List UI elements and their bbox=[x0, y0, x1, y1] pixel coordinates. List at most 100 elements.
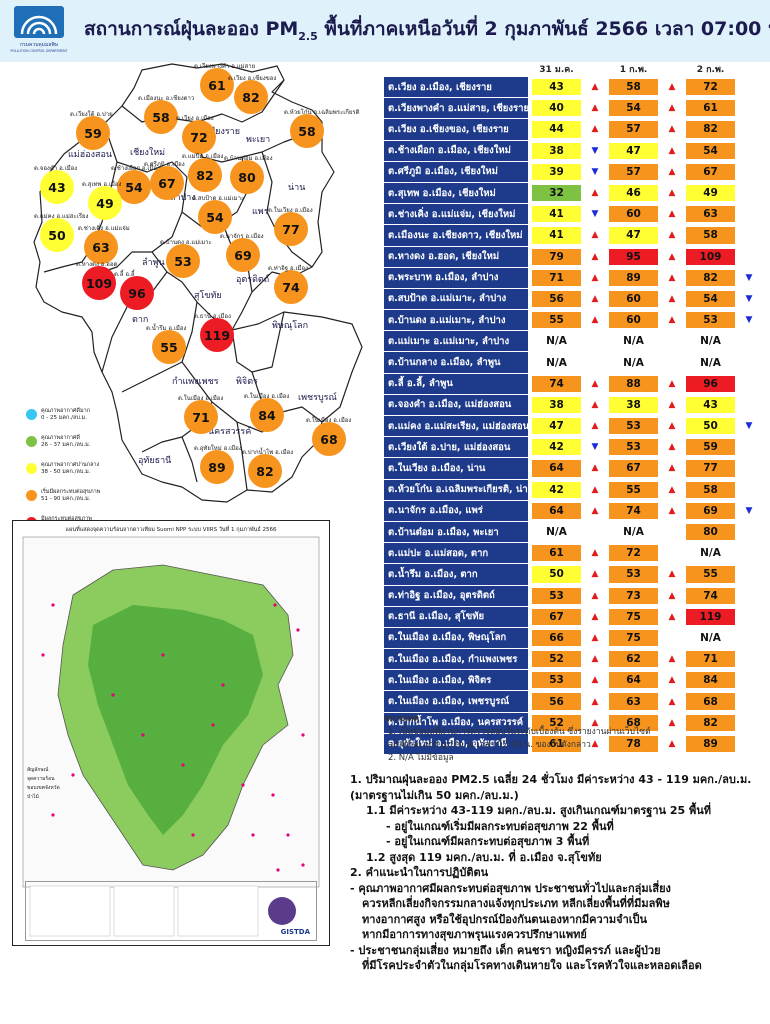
trend-up-icon: ▲ bbox=[591, 675, 599, 686]
table-row: ต.พระบาท อ.เมือง, ลำปาง 71 ▲ 89 ▲ 82 ▼ bbox=[384, 267, 762, 289]
pm25-value-cell: 50 bbox=[532, 566, 581, 583]
summary-line: 1.2 สูงสุด 119 มคก./ลบ.ม. ที่ อ.เมือง จ.… bbox=[366, 850, 602, 864]
pm25-value-cell: 60 bbox=[609, 206, 658, 223]
summary-line: 1.1 มีค่าระหว่าง 43-119 มคก./ลบ.ม. สูงเก… bbox=[366, 804, 712, 817]
trend-up-icon: ▲ bbox=[591, 378, 599, 389]
station-name: ต.เวียงพางคำ อ.แม่สาย, เชียงราย bbox=[384, 98, 529, 119]
pm25-value-cell: 44 bbox=[532, 121, 581, 138]
hotspot-summary-box: GISTDA bbox=[25, 881, 317, 941]
trend-empty bbox=[738, 649, 760, 669]
pm25-value-cell: 53 bbox=[609, 418, 658, 435]
legend-item: คุณภาพอากาศดีมาก 0 - 25 มคก./ลบ.ม. bbox=[26, 408, 144, 422]
trend-up-icon: ▲ bbox=[668, 654, 676, 665]
hotspot-legend-item: ขอบเขตจังหวัด bbox=[27, 785, 60, 791]
trend-down-icon: ▼ bbox=[745, 315, 753, 326]
pm25-bubble: 71 bbox=[184, 400, 218, 434]
trend-up-icon: ▲ bbox=[668, 145, 676, 156]
trend-down-icon: ▼ bbox=[591, 166, 599, 177]
station-name: ต.สบป้าด อ.แม่เมาะ, ลำปาง bbox=[384, 288, 529, 310]
pm25-value-cell: 80 bbox=[686, 523, 735, 541]
trend-up-icon: ▲ bbox=[668, 166, 676, 177]
notes: หมายเหตุ 1. เป็นข้อมูลที่ผ่านการตรวจสอบใ… bbox=[384, 713, 651, 765]
pm25-bubble: 54 bbox=[117, 170, 151, 204]
pm25-value-cell: 56 bbox=[532, 693, 581, 710]
pm25-bubble: 49 bbox=[88, 186, 122, 220]
station-name: ต.ในเมือง อ.เมือง, เพชรบูรณ์ bbox=[384, 691, 529, 712]
legend-label: คุณภาพอากาศปานกลาง 38 - 50 มคก./ลบ.ม. bbox=[41, 462, 100, 475]
station-label: ต.บ้านดง อ.แม่เมาะ bbox=[160, 239, 212, 246]
trend-up-icon: ▲ bbox=[668, 675, 676, 686]
pm25-value-cell: 61 bbox=[686, 100, 735, 117]
trend-empty bbox=[738, 628, 760, 648]
table-row: ต.อุทัยใหม่ อ.เมือง, อุทัยธานี 61 ▲ 78 ▲ 89 bbox=[384, 733, 762, 755]
hotspot-map-title: แผนที่แสดงจุดความร้อนจากดาวเทียม Suomi N… bbox=[65, 527, 277, 533]
trend-up-icon: ▲ bbox=[591, 82, 599, 93]
legend-item: คุณภาพอากาศปานกลาง 38 - 50 มคก./ลบ.ม. bbox=[26, 462, 144, 476]
pm25-value-cell: N/A bbox=[623, 356, 644, 369]
station-label: ต.ในเวียง อ.เมือง bbox=[268, 207, 313, 214]
trend-empty bbox=[738, 670, 760, 690]
table-row: ต.ช่างเคิ่ง อ.แม่แจ่ม, เชียงใหม่ 41 ▼ 60 ▲ 63 bbox=[384, 204, 762, 226]
station-name: ต.เวียง อ.เชียงของ, เชียงราย bbox=[384, 119, 529, 140]
pm25-value-cell: 72 bbox=[609, 545, 658, 562]
legend-label: คุณภาพอากาศดี 26 - 37 มคก./ลบ.ม. bbox=[41, 435, 91, 448]
pm25-value-cell: 95 bbox=[609, 248, 658, 265]
pm25-bubble: 74 bbox=[274, 270, 308, 304]
pm25-bubble: 89 bbox=[200, 450, 234, 484]
pm25-bubble: 109 bbox=[82, 266, 116, 300]
trend-up-icon: ▲ bbox=[668, 463, 676, 474]
pm25-bubble: 69 bbox=[226, 238, 260, 272]
pm25-value-cell: 38 bbox=[609, 396, 658, 413]
table-row: ต.ลี้ อ.ลี้, ลำพูน 74 ▲ 88 ▲ 96 bbox=[384, 373, 762, 395]
pm25-value-cell: 60 bbox=[609, 312, 658, 329]
pm25-value-cell: 74 bbox=[686, 587, 735, 604]
pm25-value-cell: 53 bbox=[686, 312, 735, 329]
pm25-bubble: 61 bbox=[200, 68, 234, 102]
station-name: ต.ท่าอิฐ อ.เมือง, อุตรดิตถ์ bbox=[384, 585, 529, 606]
station-label: ต.เวียง อ.เชียงของ bbox=[228, 75, 277, 82]
table-row: ต.ห้วยโก๋น อ.เฉลิมพระเกียรติ, น่าน 42 ▲ 55 ▲… bbox=[384, 479, 762, 501]
pm25-bubble: 96 bbox=[120, 276, 154, 310]
station-name: ต.เวียงใต้ อ.ปาย, แม่ฮ่องสอน bbox=[384, 437, 529, 458]
legend-swatch bbox=[26, 436, 37, 447]
pm25-value-cell: 75 bbox=[609, 608, 658, 625]
pm25-value-cell: 82 bbox=[686, 714, 735, 731]
trend-empty bbox=[738, 98, 760, 118]
trend-empty bbox=[738, 713, 760, 733]
table-row: ต.ศรีภูมิ อ.เมือง, เชียงใหม่ 39 ▼ 57 ▲ 67 bbox=[384, 161, 762, 183]
pm25-value-cell: 96 bbox=[686, 375, 735, 392]
pm25-value-cell: 89 bbox=[609, 269, 658, 286]
trend-up-icon: ▲ bbox=[668, 442, 676, 453]
pm25-bubble: 59 bbox=[76, 116, 110, 150]
trend-empty bbox=[738, 522, 760, 542]
station-label: ต.เวียงใต้ อ.ปาย bbox=[70, 111, 113, 118]
station-label: ต.แม่ปืม อ.เมือง bbox=[182, 153, 224, 160]
pm25-bubble: 50 bbox=[40, 218, 74, 252]
pm25-value-cell: 58 bbox=[609, 79, 658, 96]
svg-text:สุโขทัย: สุโขทัย bbox=[194, 290, 222, 301]
svg-text:POLLUTION CONTROL DEPARTMENT: POLLUTION CONTROL DEPARTMENT bbox=[11, 49, 68, 53]
station-name: ต.แม่ปะ อ.แม่สอด, ตาก bbox=[384, 543, 529, 564]
pm25-value-cell: 42 bbox=[532, 439, 581, 456]
pm25-value-cell: 67 bbox=[532, 608, 581, 625]
summary-line: - ประชาชนกลุ่มเสี่ยง หมายถึง เด็ก คนชรา … bbox=[350, 943, 661, 957]
trend-up-icon: ▲ bbox=[668, 696, 676, 707]
legend-label: เริ่มมีผลกระทบต่อสุขภาพ 51 - 90 มคก./ลบ.ม… bbox=[41, 489, 101, 502]
pm25-value-cell: 55 bbox=[686, 566, 735, 583]
pm25-bubble: 82 bbox=[248, 454, 282, 488]
table-row: ต.เวียง อ.เชียงของ, เชียงราย 44 ▲ 57 ▲ 82 bbox=[384, 119, 762, 141]
summary-line: - อยู่ในเกณฑ์เริ่มมีผลกระทบต่อสุขภาพ 22 … bbox=[386, 819, 614, 833]
summary-line: ที่มีโรคประจำตัวในกลุ่มโรคทางเดินหายใจ แ… bbox=[362, 959, 702, 972]
trend-down-icon: ▼ bbox=[745, 272, 753, 283]
table-row: ต.ธานี อ.เมือง, สุโขทัย 67 ▲ 75 ▲ 119 bbox=[384, 606, 762, 628]
summary-line: (มาตรฐานไม่เกิน 50 มคก./ลบ.ม.) bbox=[350, 788, 519, 802]
trend-empty bbox=[738, 183, 760, 203]
table-row: ต.ในเมือง อ.เมือง, พิจิตร 53 ▲ 64 ▲ 84 bbox=[384, 670, 762, 692]
pm25-value-cell: 57 bbox=[609, 121, 658, 138]
svg-text:อุตรดิตถ์: อุตรดิตถ์ bbox=[236, 273, 269, 285]
pm25-value-cell: 54 bbox=[686, 290, 735, 308]
pm25-value-cell: 82 bbox=[686, 121, 735, 138]
pm25-value-cell: 79 bbox=[532, 248, 581, 265]
hotspot-legend-item: จุดความร้อน bbox=[27, 776, 55, 782]
note-line: 2. N/A ไม่มีข้อมูล bbox=[388, 753, 454, 763]
